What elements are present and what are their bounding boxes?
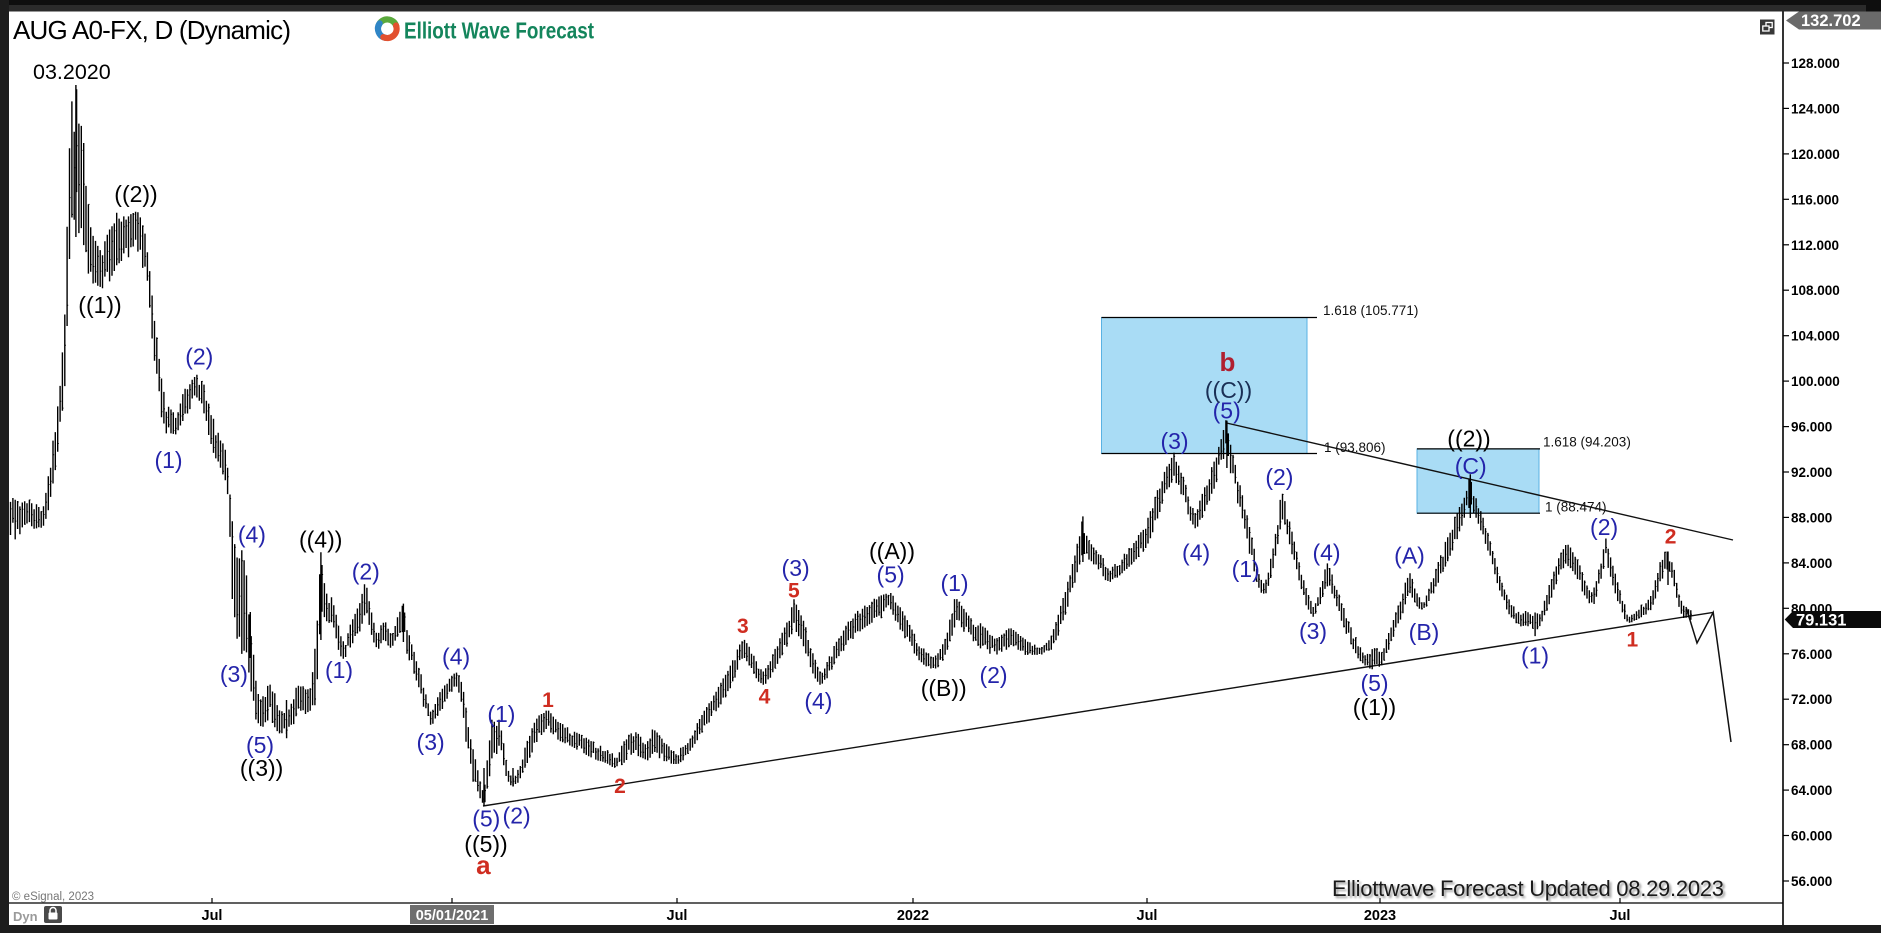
svg-text:(1): (1) bbox=[1232, 556, 1260, 582]
svg-text:(3): (3) bbox=[417, 729, 445, 755]
svg-text:72.000: 72.000 bbox=[1791, 692, 1832, 707]
svg-text:((4)): ((4)) bbox=[299, 526, 342, 552]
svg-text:3: 3 bbox=[737, 615, 749, 638]
svg-text:1: 1 bbox=[542, 689, 554, 712]
svg-text:(1): (1) bbox=[940, 570, 968, 596]
svg-text:03.2020: 03.2020 bbox=[33, 60, 111, 84]
svg-text:(C): (C) bbox=[1455, 453, 1487, 479]
svg-text:84.000: 84.000 bbox=[1791, 556, 1832, 571]
svg-text:(A): (A) bbox=[1394, 543, 1425, 569]
svg-text:(B): (B) bbox=[1409, 619, 1440, 645]
svg-text:Elliott Wave Forecast: Elliott Wave Forecast bbox=[404, 18, 594, 44]
svg-text:05/01/2021: 05/01/2021 bbox=[416, 908, 489, 924]
svg-text:((C)): ((C)) bbox=[1205, 377, 1252, 403]
svg-text:(4): (4) bbox=[238, 522, 266, 548]
svg-text:56.000: 56.000 bbox=[1791, 874, 1832, 889]
svg-text:((B)): ((B)) bbox=[921, 675, 967, 701]
svg-text:(5): (5) bbox=[1213, 398, 1241, 424]
svg-text:120.000: 120.000 bbox=[1791, 147, 1840, 162]
svg-text:88.000: 88.000 bbox=[1791, 510, 1832, 525]
svg-text:124.000: 124.000 bbox=[1791, 101, 1840, 116]
svg-text:4: 4 bbox=[759, 685, 771, 708]
svg-text:5: 5 bbox=[788, 580, 800, 603]
svg-text:(1): (1) bbox=[487, 701, 515, 727]
svg-text:128.000: 128.000 bbox=[1791, 56, 1840, 71]
svg-text:1 (93.806): 1 (93.806) bbox=[1324, 440, 1386, 455]
svg-text:2: 2 bbox=[614, 775, 626, 798]
svg-text:1 (88.474): 1 (88.474) bbox=[1545, 500, 1607, 515]
svg-text:1: 1 bbox=[1627, 629, 1639, 652]
svg-text:(3): (3) bbox=[220, 661, 248, 687]
svg-text:(2): (2) bbox=[1590, 514, 1618, 540]
svg-text:(5): (5) bbox=[246, 732, 274, 758]
svg-text:(5): (5) bbox=[472, 805, 500, 831]
svg-text:(2): (2) bbox=[352, 559, 380, 585]
svg-text:((2)): ((2)) bbox=[1447, 426, 1490, 452]
svg-text:(5): (5) bbox=[877, 561, 905, 587]
svg-text:Jul: Jul bbox=[667, 908, 688, 924]
svg-text:b: b bbox=[1220, 347, 1236, 377]
svg-text:((2)): ((2)) bbox=[114, 181, 157, 207]
svg-text:2022: 2022 bbox=[897, 908, 929, 924]
svg-text:1.618 (105.771): 1.618 (105.771) bbox=[1323, 303, 1418, 318]
svg-text:68.000: 68.000 bbox=[1791, 738, 1832, 753]
svg-text:(2): (2) bbox=[979, 662, 1007, 688]
svg-text:(4): (4) bbox=[1182, 539, 1210, 565]
svg-text:76.000: 76.000 bbox=[1791, 647, 1832, 662]
svg-text:104.000: 104.000 bbox=[1791, 329, 1840, 344]
svg-text:2: 2 bbox=[1665, 526, 1677, 549]
svg-text:(1): (1) bbox=[154, 447, 182, 473]
svg-text:Dyn: Dyn bbox=[13, 909, 38, 924]
svg-text:(5): (5) bbox=[1360, 670, 1388, 696]
svg-text:(2): (2) bbox=[185, 344, 213, 370]
svg-text:(3): (3) bbox=[1299, 618, 1327, 644]
svg-text:a: a bbox=[476, 850, 491, 880]
svg-text:112.000: 112.000 bbox=[1791, 238, 1839, 253]
svg-text:((A)): ((A)) bbox=[869, 538, 915, 564]
svg-text:92.000: 92.000 bbox=[1791, 465, 1832, 480]
svg-text:((1)): ((1)) bbox=[78, 292, 121, 318]
svg-text:Jul: Jul bbox=[1137, 908, 1158, 924]
svg-text:2023: 2023 bbox=[1364, 908, 1396, 924]
svg-text:© eSignal, 2023: © eSignal, 2023 bbox=[12, 891, 94, 903]
svg-text:60.000: 60.000 bbox=[1791, 829, 1832, 844]
svg-text:AUG A0-FX, D (Dynamic): AUG A0-FX, D (Dynamic) bbox=[13, 15, 291, 45]
svg-text:(3): (3) bbox=[782, 555, 810, 581]
svg-text:((1)): ((1)) bbox=[1353, 694, 1396, 720]
svg-text:Elliottwave Forecast Updated 0: Elliottwave Forecast Updated 08.29.2023 bbox=[1332, 876, 1724, 901]
svg-text:64.000: 64.000 bbox=[1791, 783, 1832, 798]
svg-text:79.131: 79.131 bbox=[1796, 612, 1846, 630]
svg-text:(1): (1) bbox=[325, 657, 353, 683]
svg-text:(4): (4) bbox=[804, 688, 832, 714]
svg-text:96.000: 96.000 bbox=[1791, 420, 1832, 435]
svg-text:(4): (4) bbox=[442, 643, 470, 669]
svg-text:100.000: 100.000 bbox=[1791, 374, 1840, 389]
svg-text:((3)): ((3)) bbox=[240, 755, 283, 781]
svg-text:(4): (4) bbox=[1312, 540, 1340, 566]
svg-text:116.000: 116.000 bbox=[1791, 192, 1839, 207]
svg-text:(1): (1) bbox=[1521, 643, 1549, 669]
svg-text:(2): (2) bbox=[503, 802, 531, 828]
svg-text:108.000: 108.000 bbox=[1791, 283, 1840, 298]
svg-text:(3): (3) bbox=[1160, 428, 1188, 454]
svg-text:132.702: 132.702 bbox=[1801, 12, 1861, 30]
svg-text:((5)): ((5)) bbox=[464, 831, 507, 857]
svg-text:1.618 (94.203): 1.618 (94.203) bbox=[1543, 435, 1631, 450]
svg-text:Jul: Jul bbox=[1610, 908, 1631, 924]
svg-text:Jul: Jul bbox=[202, 908, 223, 924]
svg-text:(2): (2) bbox=[1265, 464, 1293, 490]
